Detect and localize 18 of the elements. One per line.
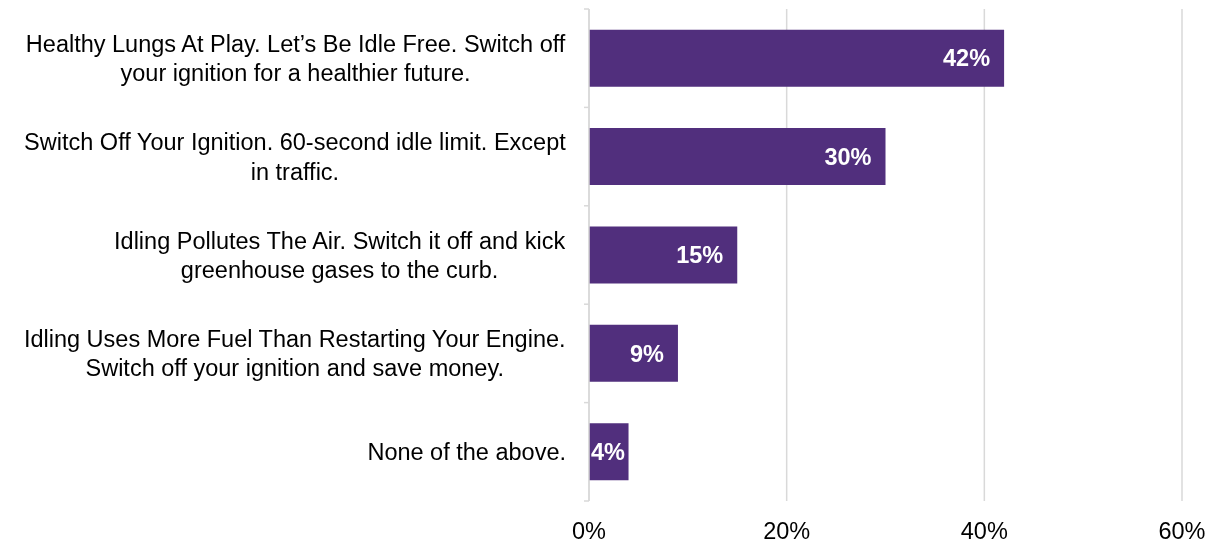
y-tick-label: None of the above. xyxy=(367,439,566,466)
data-label: 4% xyxy=(591,438,626,465)
y-tick-label: Idling Pollutes The Air. Switch it off and kick greenhouse gases to the curb. xyxy=(114,227,566,283)
data-label: 30% xyxy=(824,143,872,170)
bar xyxy=(589,29,1005,87)
bar xyxy=(589,226,738,284)
x-tick-label: 60% xyxy=(1158,517,1206,541)
data-label: 9% xyxy=(629,340,665,367)
data-label: 15% xyxy=(676,242,724,269)
bar xyxy=(589,128,886,186)
y-tick-label: Healthy Lungs At Play. Let’s Be Idle Free. Switch off your ignition for a healthier future. xyxy=(25,30,566,87)
data-label: 42% xyxy=(943,45,991,72)
y-tick-label: Switch Off Your Ignition. 60-second idle limit. Except in traffic. xyxy=(24,129,567,185)
y-tick-label: Idling Uses More Fuel Than Restarting Your Engine. Switch off your ignition and save money. xyxy=(23,325,566,382)
x-tick-label: 20% xyxy=(763,517,811,541)
bar xyxy=(589,324,678,382)
x-tick-label: 0% xyxy=(572,517,607,541)
x-tick-label: 40% xyxy=(960,517,1008,541)
